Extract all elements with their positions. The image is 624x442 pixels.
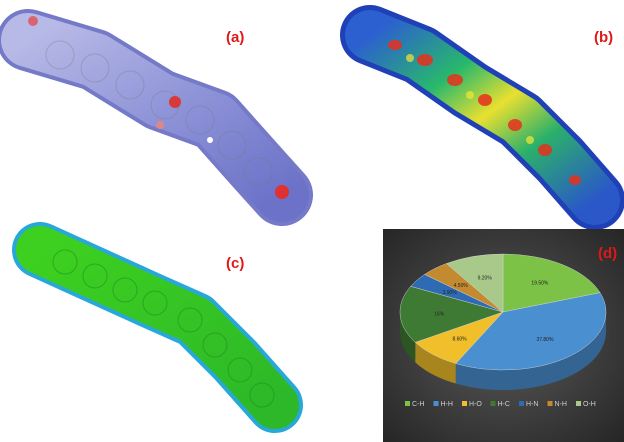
data-label: 3.90%: [443, 290, 458, 296]
surface-a: [0, 9, 313, 226]
data-label: 9.20%: [478, 276, 493, 282]
data-label: 8.60%: [452, 336, 467, 342]
legend-label: H-C: [498, 401, 510, 408]
legend-label: N-H: [555, 401, 567, 408]
data-label: 16%: [434, 312, 445, 318]
pie-chart: 19.50% 37.80% 8.60% 16% 3.90%4.50% 9.20% C-H H-…: [399, 253, 607, 408]
panel-label: (b): [594, 29, 613, 46]
legend-label: C-H: [412, 401, 424, 408]
data-label: 19.50%: [531, 281, 549, 287]
slice: [446, 253, 504, 313]
surface-b: [340, 5, 624, 230]
legend-swatch: [433, 401, 439, 406]
panel-label: (c): [226, 255, 244, 272]
slice-side: [455, 312, 606, 391]
data-label: 37.80%: [536, 337, 554, 343]
slice-side: [400, 312, 416, 363]
legend-swatch: [519, 401, 524, 406]
legend-swatch: [462, 401, 467, 406]
legend-label: H-H: [441, 401, 453, 408]
surface-c: [12, 222, 303, 433]
slice-side: [415, 342, 456, 384]
legend-label: H-O: [469, 401, 482, 408]
legend-swatch: [405, 401, 410, 406]
data-label: 4.50%: [454, 283, 469, 289]
panel-label: (d): [598, 245, 617, 262]
panel-label: (a): [226, 29, 244, 46]
legend-label: O-H: [583, 401, 596, 408]
legend-swatch: [547, 401, 553, 406]
legend-swatch: [490, 401, 496, 406]
legend-label: H-N: [526, 401, 538, 408]
slice: [455, 292, 607, 371]
legend-swatch: [576, 401, 581, 406]
slice: [399, 286, 504, 343]
